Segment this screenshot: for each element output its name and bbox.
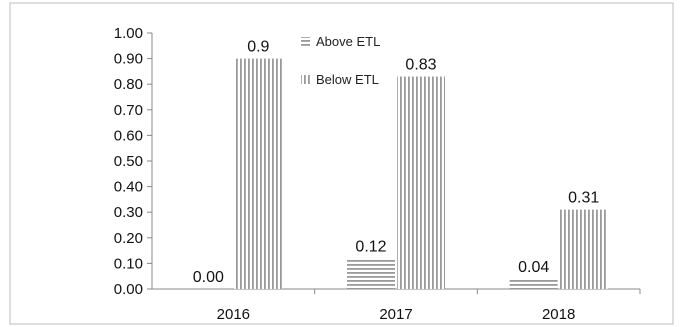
y-tick-label-8: 0.80 xyxy=(114,76,143,93)
bar-above-etl-2018 xyxy=(509,278,558,289)
y-tick-label-0: 0.00 xyxy=(114,281,143,298)
data-label-below-etl-2018: 0.31 xyxy=(568,190,599,207)
legend-swatch-above-etl xyxy=(301,37,310,46)
y-tick-label-6: 0.60 xyxy=(114,127,143,144)
y-tick-label-2: 0.20 xyxy=(114,230,143,247)
bar-below-etl-2018 xyxy=(559,209,608,289)
category-label-2018: 2018 xyxy=(542,306,575,323)
legend-label-above-etl: Above ETL xyxy=(316,34,380,49)
chart-frame xyxy=(9,2,674,325)
category-label-2017: 2017 xyxy=(379,306,412,323)
y-tick-label-9: 0.90 xyxy=(114,51,143,68)
y-tick-label-3: 0.30 xyxy=(114,204,143,221)
y-tick-label-4: 0.40 xyxy=(114,179,143,196)
y-tick-label-5: 0.50 xyxy=(114,153,143,170)
data-label-above-etl-2018: 0.04 xyxy=(518,259,549,276)
category-label-2016: 2016 xyxy=(217,306,250,323)
y-tick-label-10: 1.00 xyxy=(114,25,143,42)
y-tick-label-1: 0.10 xyxy=(114,255,143,272)
data-label-above-etl-2017: 0.12 xyxy=(355,238,386,255)
bar-above-etl-2017 xyxy=(347,258,395,289)
data-label-below-etl-2017: 0.83 xyxy=(405,57,436,74)
bar-below-etl-2017 xyxy=(397,76,445,290)
y-tick-label-7: 0.70 xyxy=(114,102,143,119)
legend-label-below-etl: Below ETL xyxy=(316,72,379,87)
bar-below-etl-2016 xyxy=(234,58,283,289)
legend-swatch-below-etl xyxy=(301,75,310,84)
data-label-above-etl-2016: 0.00 xyxy=(193,269,224,286)
data-label-below-etl-2016: 0.9 xyxy=(247,39,269,56)
